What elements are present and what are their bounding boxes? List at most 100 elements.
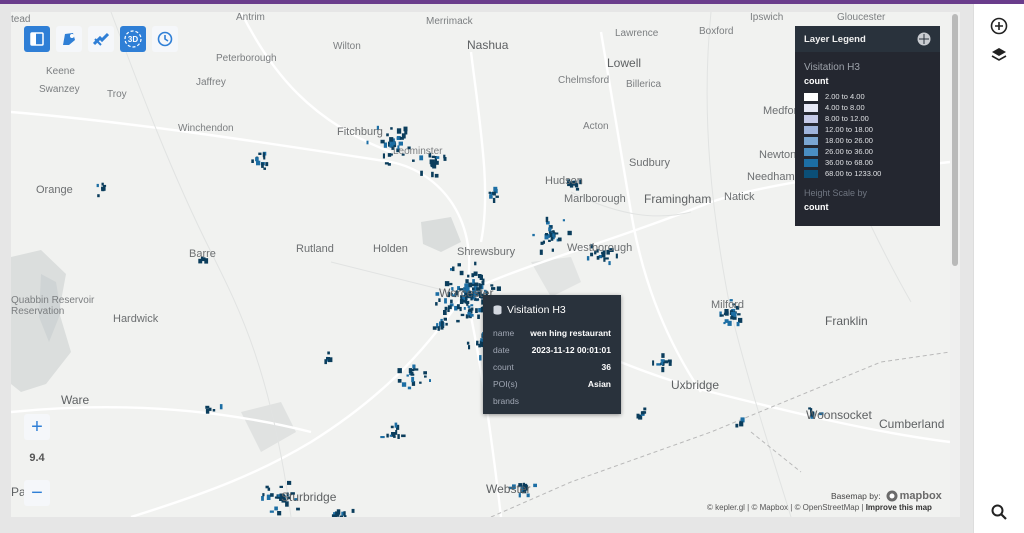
h3-hexagon[interactable] — [668, 361, 672, 366]
h3-hexagon[interactable] — [327, 351, 330, 355]
h3-hexagon[interactable] — [410, 371, 414, 376]
h3-hexagon[interactable] — [447, 307, 450, 312]
h3-hexagon[interactable] — [488, 191, 491, 194]
zoom-in-button[interactable]: + — [24, 414, 50, 440]
h3-hexagon[interactable] — [397, 145, 400, 150]
h3-hexagon[interactable] — [294, 498, 298, 501]
h3-hexagon[interactable] — [419, 155, 424, 161]
h3-hexagon[interactable] — [475, 308, 478, 313]
h3-hexagon[interactable] — [467, 311, 471, 316]
h3-hexagon[interactable] — [724, 319, 729, 323]
h3-hexagon[interactable] — [594, 251, 597, 255]
h3-hexagon[interactable] — [465, 314, 469, 319]
h3-hexagon[interactable] — [470, 297, 473, 301]
h3-hexagon[interactable] — [411, 376, 415, 383]
h3-hexagon[interactable] — [452, 266, 455, 272]
h3-hexagon[interactable] — [549, 233, 555, 237]
h3-hexagon[interactable] — [466, 341, 470, 345]
h3-hexagon[interactable] — [396, 424, 400, 430]
time-playback-button[interactable] — [152, 26, 178, 52]
h3-hexagon[interactable] — [602, 253, 606, 256]
h3-hexagon[interactable] — [540, 241, 544, 245]
h3-hexagon[interactable] — [279, 485, 284, 488]
h3-hexagon[interactable] — [212, 409, 216, 412]
h3-hexagon[interactable] — [404, 129, 408, 135]
h3-hexagon[interactable] — [401, 133, 406, 139]
h3-hexagon[interactable] — [351, 508, 355, 513]
h3-hexagon[interactable] — [412, 364, 416, 369]
h3-hexagon[interactable] — [477, 274, 482, 279]
h3-hexagon[interactable] — [636, 413, 640, 419]
h3-hexagon[interactable] — [478, 308, 482, 313]
h3-hexagon[interactable] — [596, 256, 600, 260]
h3-hexagon[interactable] — [615, 253, 618, 259]
h3-hexagon[interactable] — [261, 496, 264, 501]
h3-hexagon[interactable] — [256, 160, 261, 166]
h3-hexagon[interactable] — [739, 421, 744, 427]
h3-hexagon[interactable] — [443, 310, 447, 315]
h3-hexagon[interactable] — [333, 513, 338, 517]
h3-hexagon[interactable] — [436, 156, 440, 159]
h3-hexagon[interactable] — [606, 249, 610, 255]
h3-hexagon[interactable] — [397, 379, 402, 383]
h3-hexagon[interactable] — [532, 233, 535, 237]
h3-hexagon[interactable] — [290, 492, 295, 495]
h3-hexagon[interactable] — [737, 313, 741, 316]
h3-hexagon[interactable] — [444, 281, 450, 287]
h3-hexagon[interactable] — [470, 304, 474, 307]
h3-hexagon[interactable] — [724, 311, 729, 316]
h3-hexagon[interactable] — [608, 261, 611, 266]
h3-hexagon[interactable] — [331, 514, 334, 517]
h3-hexagon[interactable] — [387, 163, 391, 166]
h3-hexagon[interactable] — [440, 322, 444, 328]
h3-hexagon[interactable] — [449, 303, 454, 307]
h3-hexagon[interactable] — [454, 305, 458, 311]
h3-hexagon[interactable] — [548, 239, 551, 242]
h3-hexagon[interactable] — [389, 434, 392, 437]
h3-hexagon[interactable] — [485, 290, 488, 296]
h3-hexagon[interactable] — [548, 231, 551, 234]
h3-hexagon[interactable] — [478, 294, 482, 298]
h3-hexagon[interactable] — [473, 285, 477, 291]
h3-hexagon[interactable] — [333, 512, 336, 515]
h3-hexagon[interactable] — [738, 317, 743, 323]
attribution-kepler[interactable]: © kepler.gl — [707, 503, 745, 512]
h3-hexagon[interactable] — [277, 494, 280, 497]
h3-hexagon[interactable] — [667, 359, 672, 363]
h3-hexagon[interactable] — [390, 425, 394, 429]
h3-hexagon[interactable] — [96, 183, 99, 188]
h3-hexagon[interactable] — [467, 293, 472, 298]
h3-hexagon[interactable] — [279, 498, 283, 502]
h3-hexagon[interactable] — [263, 167, 266, 170]
split-map-button[interactable] — [88, 26, 114, 52]
h3-hexagon[interactable] — [204, 258, 209, 264]
h3-hexagon[interactable] — [388, 141, 391, 147]
h3-hexagon[interactable] — [596, 249, 599, 253]
h3-hexagon[interactable] — [396, 136, 401, 140]
h3-hexagon[interactable] — [471, 291, 474, 297]
h3-hexagon[interactable] — [432, 163, 437, 169]
h3-hexagon[interactable] — [476, 287, 481, 291]
h3-hexagon[interactable] — [434, 173, 439, 178]
h3-hexagon[interactable] — [810, 411, 815, 416]
h3-hexagon[interactable] — [466, 303, 469, 306]
h3-hexagon[interactable] — [341, 511, 344, 516]
h3-hexagon[interactable] — [285, 501, 289, 507]
h3-hexagon[interactable] — [474, 261, 477, 266]
h3-hexagon[interactable] — [391, 142, 394, 147]
h3-hexagon[interactable] — [490, 284, 494, 287]
h3-hexagon[interactable] — [477, 291, 482, 296]
h3-hexagon[interactable] — [403, 126, 408, 132]
h3-hexagon[interactable] — [819, 412, 824, 416]
h3-hexagon[interactable] — [468, 345, 471, 350]
h3-hexagon[interactable] — [550, 225, 553, 229]
h3-hexagon[interactable] — [281, 494, 286, 498]
h3-hexagon[interactable] — [412, 369, 415, 371]
h3-hexagon[interactable] — [269, 510, 274, 513]
h3-hexagon[interactable] — [251, 159, 254, 163]
h3-hexagon[interactable] — [394, 422, 398, 428]
h3-hexagon[interactable] — [380, 436, 385, 439]
h3-hexagon[interactable] — [533, 483, 537, 488]
h3-hexagon[interactable] — [465, 279, 469, 284]
h3-hexagon[interactable] — [451, 294, 456, 297]
